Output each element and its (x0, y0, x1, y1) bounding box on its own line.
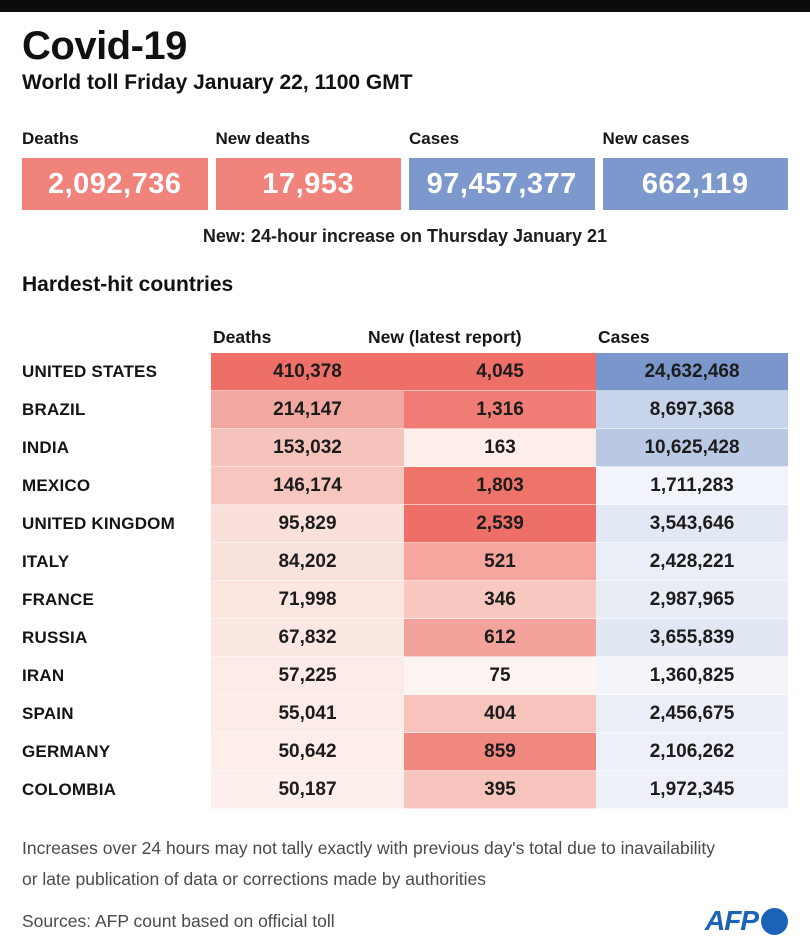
country-name: UNITED KINGDOM (22, 514, 175, 533)
cases-cell: 1,360,825 (596, 657, 788, 695)
new-cell: 612 (404, 619, 596, 657)
deaths-cell: 57,225 (211, 657, 404, 695)
country-name: BRAZIL (22, 400, 86, 419)
deaths-cell: 214,147 (211, 391, 404, 429)
cases-cell: 2,456,675 (596, 695, 788, 733)
page-subtitle: World toll Friday January 22, 1100 GMT (22, 71, 413, 94)
table-row: IRAN 57,225 75 1,360,825 (22, 657, 788, 695)
summary-stat-value: 662,119 (641, 167, 749, 200)
country-name: COLOMBIA (22, 780, 117, 799)
country-name: FRANCE (22, 590, 95, 609)
deaths-cell: 71,998 (211, 581, 404, 619)
summary-stat: New deaths 17,953 (215, 128, 401, 210)
cases-cell: 10,625,428 (596, 429, 788, 467)
deaths-cell: 146,174 (211, 467, 404, 505)
footnote-line-2: or late publication of data or correctio… (22, 869, 487, 889)
summary-stat: Cases 97,457,377 (409, 128, 595, 210)
country-name: MEXICO (22, 476, 91, 495)
table-row: INDIA 153,032 163 10,625,428 (22, 429, 788, 467)
new-cell: 859 (404, 733, 596, 771)
summary-stat: New cases 662,119 (602, 128, 788, 210)
new-cell: 75 (404, 657, 596, 695)
afp-logo-text: AFP (705, 905, 759, 936)
deaths-cell: 84,202 (211, 543, 404, 581)
summary-stat-label: New deaths (215, 129, 310, 148)
summary-stat-label: New cases (602, 129, 690, 148)
table-row: BRAZIL 214,147 1,316 8,697,368 (22, 391, 788, 429)
table-row: FRANCE 71,998 346 2,987,965 (22, 581, 788, 619)
table-row: ITALY 84,202 521 2,428,221 (22, 543, 788, 581)
cases-cell: 1,972,345 (596, 771, 788, 809)
table-header-row: Deaths New (latest report) Cases (22, 326, 788, 353)
table-row: GERMANY 50,642 859 2,106,262 (22, 733, 788, 771)
top-bar (0, 0, 810, 12)
deaths-cell: 67,832 (211, 619, 404, 657)
summary-stat-value-box: 2,092,736 (22, 158, 208, 210)
summary-stat-value-box: 97,457,377 (409, 158, 595, 210)
deaths-cell: 410,378 (211, 353, 404, 391)
table-row: RUSSIA 67,832 612 3,655,839 (22, 619, 788, 657)
cases-cell: 2,428,221 (596, 543, 788, 581)
table-row: UNITED STATES 410,378 4,045 24,632,468 (22, 353, 788, 391)
column-header-new: New (latest report) (368, 327, 522, 347)
new-cell: 1,803 (404, 467, 596, 505)
table-row: UNITED KINGDOM 95,829 2,539 3,543,646 (22, 505, 788, 543)
table-row: MEXICO 146,174 1,803 1,711,283 (22, 467, 788, 505)
summary-stat-value: 97,457,377 (426, 167, 577, 200)
footnote-line-1: Increases over 24 hours may not tally ex… (22, 838, 715, 858)
new-cell: 2,539 (404, 505, 596, 543)
cases-cell: 8,697,368 (596, 391, 788, 429)
deaths-cell: 50,187 (211, 771, 404, 809)
country-name: ITALY (22, 552, 70, 571)
cases-cell: 2,987,965 (596, 581, 788, 619)
infographic: Covid-19 World toll Friday January 22, 1… (0, 25, 810, 935)
deaths-cell: 50,642 (211, 733, 404, 771)
country-name: SPAIN (22, 704, 74, 723)
cases-cell: 3,543,646 (596, 505, 788, 543)
country-name: RUSSIA (22, 628, 88, 647)
new-cell: 395 (404, 771, 596, 809)
column-header-deaths: Deaths (213, 327, 272, 347)
afp-logo: AFP (705, 907, 788, 935)
summary-stat-value-box: 662,119 (602, 158, 788, 210)
deaths-cell: 95,829 (211, 505, 404, 543)
summary-stat-label: Deaths (22, 129, 79, 148)
section-title: Hardest-hit countries (22, 273, 234, 296)
summary-stats: Deaths 2,092,736 New deaths 17,953 Cases… (22, 128, 788, 210)
cases-cell: 3,655,839 (596, 619, 788, 657)
summary-stat-value: 2,092,736 (47, 167, 182, 200)
cases-cell: 2,106,262 (596, 733, 788, 771)
summary-note: New: 24-hour increase on Thursday Januar… (202, 226, 608, 246)
footnote: Increases over 24 hours may not tally ex… (22, 833, 788, 895)
afp-logo-circle-icon (761, 907, 788, 935)
table-row: SPAIN 55,041 404 2,456,675 (22, 695, 788, 733)
new-cell: 163 (404, 429, 596, 467)
summary-stat-label: Cases (409, 129, 460, 148)
country-name: IRAN (22, 666, 65, 685)
new-cell: 4,045 (404, 353, 596, 391)
country-name: GERMANY (22, 742, 111, 761)
table-row: COLOMBIA 50,187 395 1,972,345 (22, 771, 788, 809)
page-title: Covid-19 (22, 24, 187, 68)
summary-stat: Deaths 2,092,736 (22, 128, 208, 210)
deaths-cell: 55,041 (211, 695, 404, 733)
new-cell: 521 (404, 543, 596, 581)
summary-stat-value: 17,953 (262, 167, 355, 200)
column-header-cases: Cases (598, 327, 650, 347)
country-name: INDIA (22, 438, 70, 457)
cases-cell: 24,632,468 (596, 353, 788, 391)
cases-cell: 1,711,283 (596, 467, 788, 505)
sources-text: Sources: AFP count based on official tol… (22, 910, 335, 931)
new-cell: 404 (404, 695, 596, 733)
countries-table: UNITED STATES 410,378 4,045 24,632,468 B… (22, 353, 788, 809)
sources-row: Sources: AFP count based on official tol… (22, 907, 788, 935)
new-cell: 346 (404, 581, 596, 619)
country-name: UNITED STATES (22, 362, 158, 381)
deaths-cell: 153,032 (211, 429, 404, 467)
new-cell: 1,316 (404, 391, 596, 429)
summary-stat-value-box: 17,953 (215, 158, 401, 210)
